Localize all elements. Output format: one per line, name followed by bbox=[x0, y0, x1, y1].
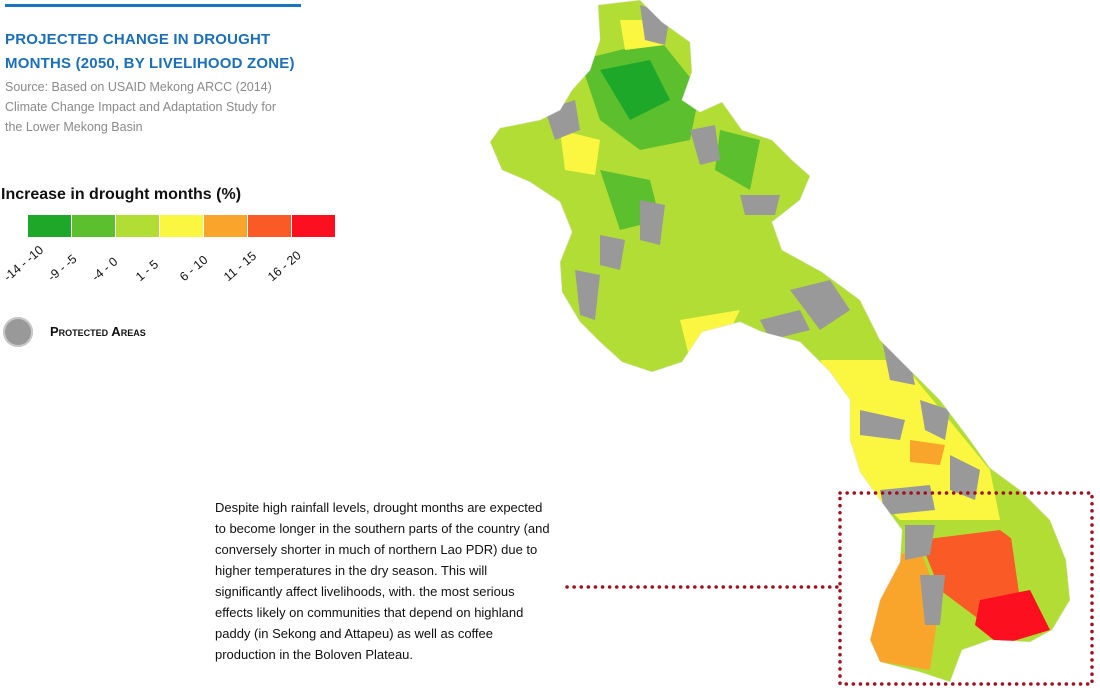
annotation-line: higher temperatures in the dry season. T… bbox=[215, 563, 488, 578]
protected-areas-label: Protected Areas bbox=[50, 324, 146, 339]
annotation-line: production in the Boloven Plateau. bbox=[215, 647, 414, 662]
legend-title: Increase in drought months (%) bbox=[1, 186, 242, 203]
legend-swatch bbox=[28, 215, 71, 237]
legend-swatch bbox=[204, 215, 247, 237]
zone-16-20 bbox=[975, 590, 1050, 645]
legend-swatches bbox=[28, 215, 336, 237]
highlight-box bbox=[838, 491, 1094, 686]
annotation-line: to become longer in the southern parts o… bbox=[215, 521, 550, 536]
annotation-line: Despite high rainfall levels, drought mo… bbox=[215, 500, 543, 515]
map-title: PROJECTED CHANGE IN DROUGHT MONTHS (2050… bbox=[5, 28, 345, 76]
annotation-line: significantly affect livelihoods, with. … bbox=[215, 584, 515, 599]
header-rule bbox=[5, 4, 301, 7]
legend-swatch bbox=[248, 215, 291, 237]
zone-6-10 bbox=[910, 440, 945, 465]
source-line: the Lower Mekong Basin bbox=[5, 120, 143, 134]
legend-swatch bbox=[116, 215, 159, 237]
source-note: Source: Based on USAID Mekong ARCC (2014… bbox=[5, 77, 345, 137]
zone-1-5 bbox=[560, 130, 600, 175]
annotation-line: conversely shorter in much of northern L… bbox=[215, 542, 538, 557]
annotation-line: paddy (in Sekong and Attapeu) as well as… bbox=[215, 626, 494, 641]
source-line: Source: Based on USAID Mekong ARCC (2014… bbox=[5, 80, 272, 94]
source-line: Climate Change Impact and Adaptation Stu… bbox=[5, 100, 276, 114]
annotation-line: effects likely on communities that depen… bbox=[215, 605, 524, 620]
legend-swatch bbox=[72, 215, 115, 237]
zone-minus14-10 bbox=[600, 60, 670, 120]
title-line: PROJECTED CHANGE IN DROUGHT bbox=[5, 31, 271, 48]
protected-areas-swatch bbox=[3, 317, 33, 347]
legend-swatch bbox=[160, 215, 203, 237]
annotation-text: Despite high rainfall levels, drought mo… bbox=[215, 497, 615, 665]
title-line: MONTHS (2050, BY LIVELIHOOD ZONE) bbox=[5, 55, 295, 72]
legend-swatch bbox=[292, 215, 335, 237]
zone-minus9-5 bbox=[715, 130, 760, 190]
